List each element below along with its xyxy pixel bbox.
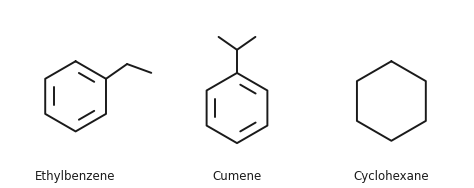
- Text: Ethylbenzene: Ethylbenzene: [36, 170, 116, 183]
- Text: Cyclohexane: Cyclohexane: [354, 170, 429, 183]
- Text: Cumene: Cumene: [212, 170, 262, 183]
